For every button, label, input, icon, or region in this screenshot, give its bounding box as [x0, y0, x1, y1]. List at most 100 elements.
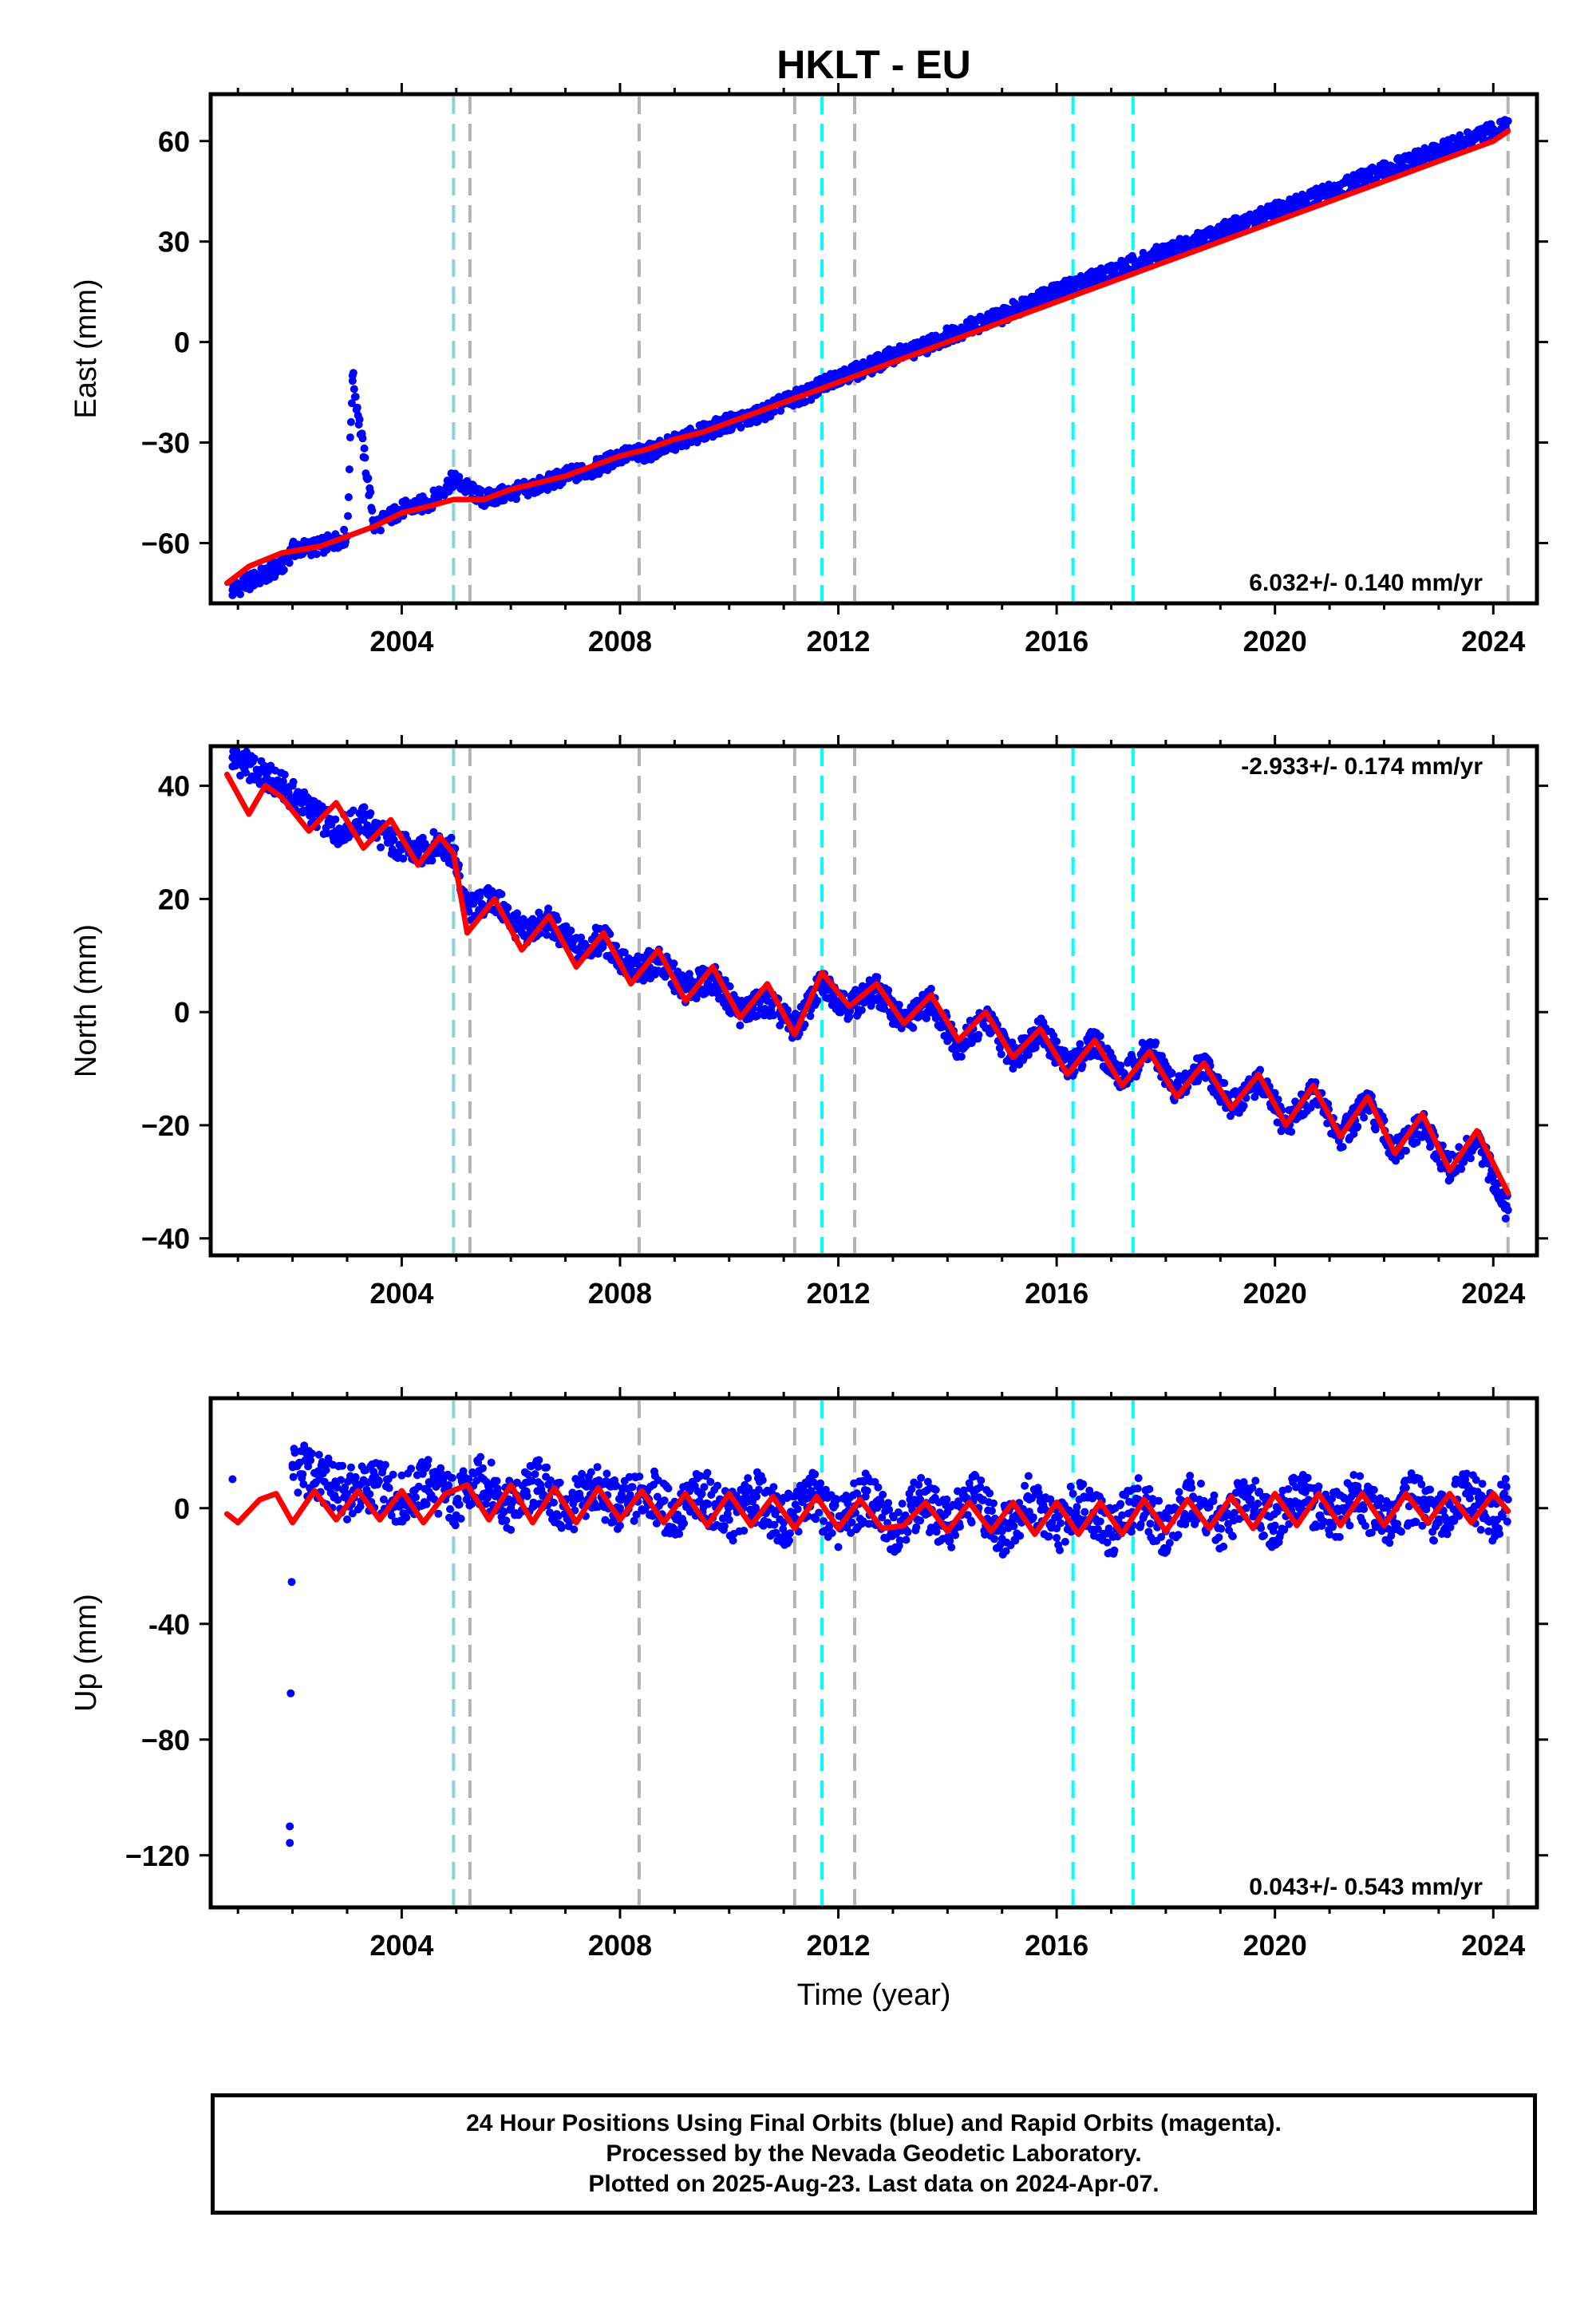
up-data-points [228, 1441, 1512, 1848]
data-point [557, 1524, 566, 1532]
data-point [355, 415, 364, 424]
data-point [353, 403, 361, 412]
data-point [1016, 1531, 1025, 1540]
x-tick-label: 2004 [369, 1277, 433, 1310]
data-point [360, 444, 369, 453]
data-point [697, 1491, 705, 1499]
data-point [664, 1484, 673, 1492]
data-point [704, 1500, 713, 1508]
data-point [549, 1498, 558, 1507]
data-point [947, 1543, 956, 1551]
data-point [1079, 1480, 1088, 1488]
x-tick-label: 2012 [806, 1277, 870, 1310]
data-point [476, 1452, 485, 1461]
data-point [350, 385, 358, 393]
data-point [349, 806, 358, 815]
data-point [776, 1021, 784, 1030]
data-point [418, 833, 427, 842]
data-point [361, 453, 369, 462]
data-point [1314, 1482, 1323, 1491]
data-point [448, 1473, 456, 1482]
data-point [451, 1521, 460, 1530]
data-point [977, 1476, 986, 1484]
data-point-cloud [228, 746, 1511, 1223]
data-point [1076, 1040, 1084, 1049]
data-point [620, 948, 629, 957]
data-point [811, 1470, 820, 1479]
data-point [884, 1499, 893, 1508]
data-point [1320, 1517, 1329, 1526]
data-point [776, 1515, 784, 1524]
data-point [828, 1529, 836, 1537]
data-point [577, 933, 586, 942]
data-point [553, 915, 562, 924]
east-data-points [228, 116, 1512, 599]
data-point [845, 1013, 854, 1022]
data-point [280, 770, 289, 779]
east-y-axis-label: East (mm) [69, 279, 103, 418]
data-point [308, 1449, 316, 1458]
data-point [1356, 1472, 1365, 1480]
data-point [358, 434, 367, 443]
north-event-lines [452, 749, 1510, 1253]
x-tick-label: 2012 [806, 625, 870, 658]
data-point [250, 754, 259, 763]
data-point [456, 1514, 465, 1523]
data-point [1010, 1043, 1019, 1052]
data-point [909, 1024, 918, 1032]
data-point [306, 1456, 315, 1464]
data-point [340, 525, 349, 534]
y-tick-label: 0 [174, 996, 190, 1029]
data-point [366, 488, 375, 496]
data-point [351, 393, 360, 401]
data-point [720, 1522, 729, 1531]
data-point [285, 559, 294, 567]
x-tick-label: 2020 [1243, 1277, 1307, 1310]
data-point [1116, 1500, 1125, 1508]
data-point [492, 1476, 501, 1485]
y-tick-label: 20 [158, 883, 190, 915]
data-point [800, 1487, 808, 1496]
data-point [816, 1479, 825, 1488]
data-point [289, 777, 298, 786]
east-model-fit [224, 128, 1511, 587]
data-point [660, 1496, 669, 1505]
x-tick-label: 2004 [369, 625, 433, 658]
data-point [375, 1477, 383, 1485]
data-point [1284, 1484, 1293, 1493]
up-event-lines [452, 1401, 1510, 1905]
data-point [903, 1528, 912, 1536]
data-point [531, 1470, 539, 1479]
data-point [570, 1525, 579, 1534]
data-point [322, 545, 331, 554]
data-point [997, 1050, 1005, 1058]
data-point [680, 1519, 689, 1528]
data-point [967, 1518, 976, 1527]
data-point [884, 986, 893, 994]
data-point [507, 1526, 516, 1534]
data-point [951, 1531, 960, 1539]
data-point [1219, 1542, 1228, 1551]
data-point [635, 1472, 644, 1481]
data-point [527, 1476, 536, 1485]
data-point [986, 1489, 994, 1498]
data-point [344, 493, 353, 501]
data-point [279, 777, 287, 786]
data-point [347, 399, 356, 408]
data-point [902, 1535, 911, 1544]
data-point [476, 888, 485, 897]
data-point [1096, 1032, 1104, 1041]
data-point [1360, 1113, 1369, 1122]
data-point [555, 1478, 564, 1487]
data-point [286, 1689, 295, 1697]
data-point [337, 1476, 346, 1484]
data-point [364, 474, 373, 483]
north-data-points [228, 746, 1512, 1223]
data-point [1360, 1504, 1369, 1513]
data-point [1157, 1532, 1166, 1541]
data-point [1502, 1201, 1511, 1210]
data-point [1254, 1500, 1262, 1508]
x-tick-label: 2016 [1025, 1277, 1088, 1310]
